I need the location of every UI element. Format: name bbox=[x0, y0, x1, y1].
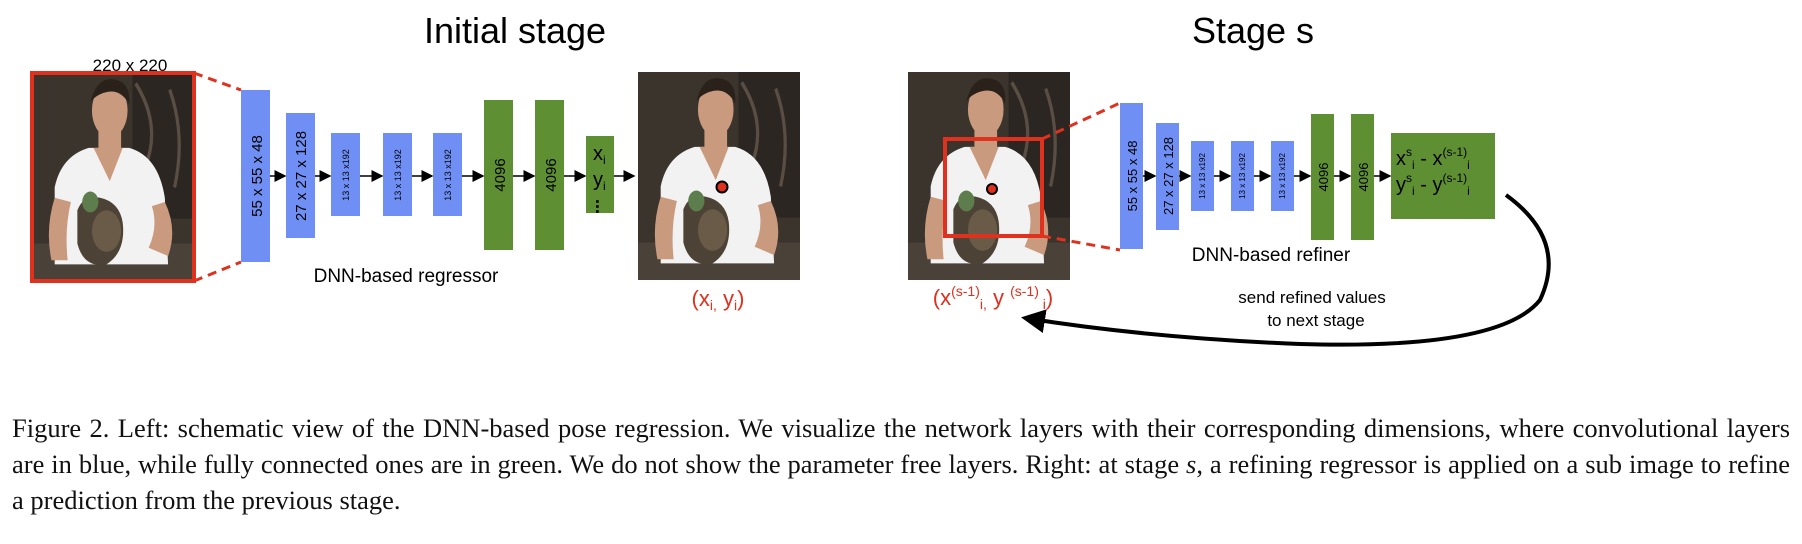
left-panel-title: Initial stage bbox=[424, 10, 606, 51]
projection-line-top bbox=[193, 71, 242, 92]
fc-layer-2 bbox=[1351, 114, 1374, 240]
stage-input-image bbox=[908, 72, 1070, 280]
previous-prediction-label: (x(s-1)i, y (s-1) i) bbox=[933, 283, 1053, 312]
input-size-label: 220 x 220 bbox=[93, 56, 168, 75]
fc-layer-2-label: 4096 bbox=[543, 158, 560, 191]
conv-layer-2-label: 27 x 27 x 128 bbox=[293, 131, 310, 221]
caption-text-a: Left: schematic view of the DNN-based po… bbox=[12, 413, 1791, 479]
conv-layer-1 bbox=[1120, 103, 1143, 249]
fc-layer-1 bbox=[1311, 114, 1334, 240]
conv-layer-4 bbox=[1231, 141, 1254, 211]
refiner-output-y: ysi - y(s-1)i bbox=[1396, 171, 1470, 198]
prediction-image bbox=[638, 72, 800, 280]
caption-stage-symbol: s bbox=[1186, 449, 1197, 479]
conv-layer-5 bbox=[1271, 141, 1294, 211]
right-panel-title: Stage s bbox=[1192, 10, 1314, 51]
feedback-label-line1: send refined values bbox=[1238, 288, 1385, 307]
conv-layer-1-label: 55 x 55 x 48 bbox=[1125, 141, 1140, 212]
fc-layer-1 bbox=[484, 100, 513, 250]
conv-layer-3-label: 13 x 13 x192 bbox=[341, 149, 351, 201]
conv-layer-4 bbox=[383, 133, 412, 216]
conv-layer-4-label: 13 x 13 x192 bbox=[393, 149, 403, 201]
conv-layer-5-label: 13 x 13 x192 bbox=[1278, 153, 1287, 199]
output-y: yi bbox=[593, 169, 606, 193]
previous-joint-marker bbox=[986, 183, 998, 195]
fc-layer-2-label: 4096 bbox=[1356, 163, 1371, 192]
conv-layer-1 bbox=[241, 90, 270, 262]
conv-layer-2-label: 27 x 27 x 128 bbox=[1161, 137, 1176, 215]
refiner-label: DNN-based refiner bbox=[1192, 245, 1351, 266]
fc-layer-1-label: 4096 bbox=[1316, 163, 1331, 192]
conv-layer-3 bbox=[1191, 141, 1214, 211]
fc-layer-2 bbox=[535, 100, 564, 250]
output-x: xi bbox=[593, 143, 606, 167]
output-ellipsis: ... bbox=[592, 199, 612, 214]
output-layer bbox=[586, 136, 614, 213]
conv-layer-5-label: 13 x 13 x192 bbox=[443, 149, 453, 201]
prediction-label: (xi, yi) bbox=[692, 286, 745, 313]
regressor-label: DNN-based regressor bbox=[314, 266, 499, 287]
conv-layer-2 bbox=[286, 113, 315, 238]
conv-layer-4-label: 13 x 13 x192 bbox=[1238, 153, 1247, 199]
feedback-arrow bbox=[1021, 193, 1551, 347]
pose-regression-figure: Initial stage 220 x 220 55 x 55 x 48 27 … bbox=[0, 10, 1551, 347]
conv-layer-1-label: 55 x 55 x 48 bbox=[249, 135, 266, 217]
projection-line-bottom bbox=[1041, 234, 1121, 252]
conv-layer-5 bbox=[433, 133, 462, 216]
conv-layer-2 bbox=[1156, 123, 1179, 230]
refiner-output-x: xsi - x(s-1)i bbox=[1396, 145, 1470, 172]
figure-caption: Figure 2. Left: schematic view of the DN… bbox=[12, 410, 1790, 518]
feedback-label-line2: to next stage bbox=[1267, 311, 1364, 330]
projection-line-bottom bbox=[193, 260, 242, 283]
fc-layer-1-label: 4096 bbox=[492, 158, 509, 191]
conv-layer-3-label: 13 x 13 x192 bbox=[1198, 153, 1207, 199]
input-image-frame bbox=[30, 71, 196, 283]
predicted-joint-marker bbox=[715, 180, 729, 194]
caption-text-b: , a refining regressor is applied on a s… bbox=[12, 449, 1791, 515]
input-image bbox=[32, 73, 194, 281]
refiner-output-layer bbox=[1391, 133, 1495, 219]
conv-layer-3 bbox=[331, 133, 360, 216]
sub-image-box bbox=[943, 137, 1044, 238]
caption-label: Figure 2. bbox=[12, 413, 110, 443]
